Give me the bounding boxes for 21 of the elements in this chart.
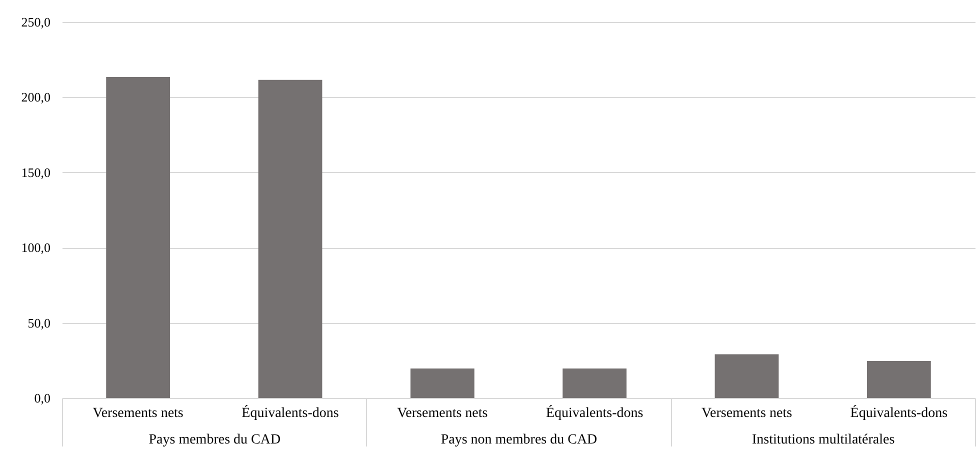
x-tick-label: Institutions multilatérales: [752, 432, 895, 448]
text: Versements nets: [397, 406, 488, 421]
y-tick-label: 200,0: [21, 90, 50, 105]
bar: [714, 354, 779, 398]
y-tick-label: 250,0: [21, 14, 50, 30]
text: Versements nets: [701, 406, 792, 421]
y-tick-label: 100,0: [21, 240, 50, 256]
bar: [562, 368, 627, 398]
series-label: Équivalents-dons: [242, 404, 339, 421]
bar: [866, 361, 931, 398]
text: Équivalents-dons: [546, 406, 644, 421]
x-tick-label: Pays membres du CAD: [148, 432, 281, 448]
x-tick-label: Pays non membres du CAD: [440, 432, 598, 448]
series-label: Versements nets: [92, 406, 184, 421]
y-tick-label: 0,0: [34, 390, 50, 406]
text: Équivalents-dons: [850, 406, 948, 421]
bar: [258, 80, 322, 398]
bar: [410, 368, 474, 398]
y-tick-label: 50,0: [28, 315, 50, 330]
bar: [106, 77, 170, 398]
y-tick-label: 150,0: [21, 164, 50, 180]
